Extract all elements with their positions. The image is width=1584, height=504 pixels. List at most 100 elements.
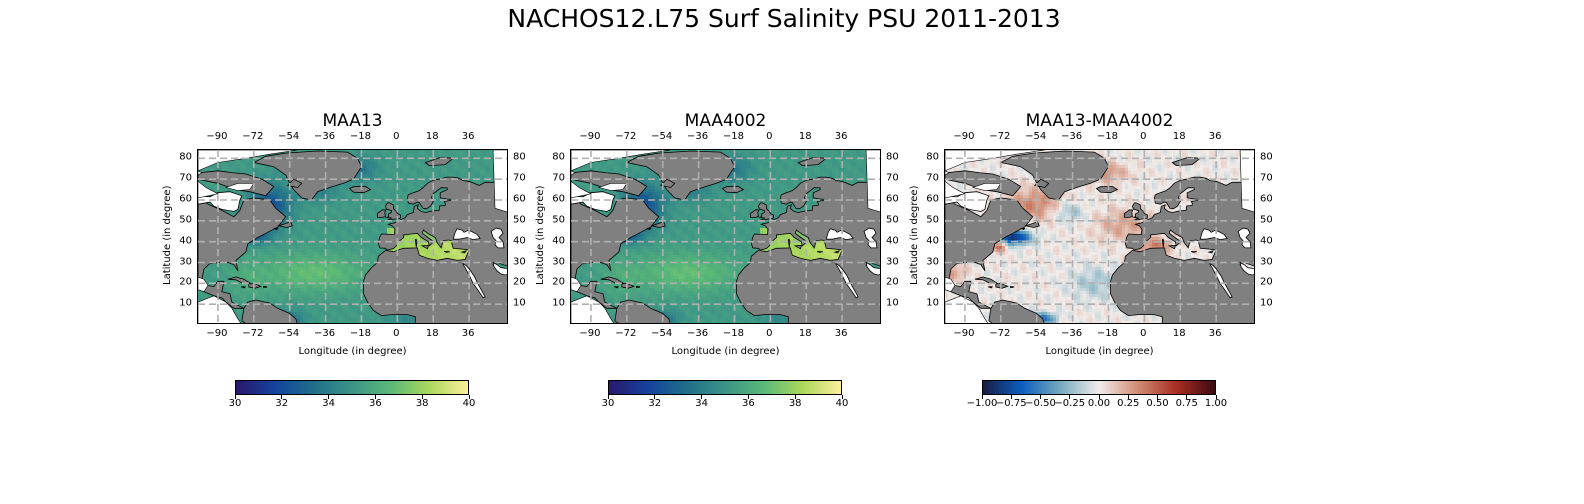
black-sea-masked: [1199, 228, 1228, 241]
colorbar-tick-mark: [1040, 395, 1041, 399]
colorbar-tick-label: 0.75: [1175, 398, 1198, 409]
island-land: [621, 283, 635, 289]
lat-tick-left: 50: [926, 214, 939, 226]
lat-tick-right: 30: [513, 256, 526, 267]
colorbar-tick-label: 30: [228, 398, 242, 409]
lon-tick-bottom: −54: [1025, 328, 1047, 339]
greenland-land: [999, 150, 1109, 201]
island-land: [1171, 156, 1202, 167]
colorbar-tick-label: 1.00: [1204, 398, 1228, 409]
lon-tick-top: 0: [1140, 131, 1147, 142]
x-axis-label: Longitude (in degree): [671, 346, 780, 357]
lat-tick-left: 40: [926, 235, 939, 247]
ireland-land: [749, 209, 760, 218]
lat-tick-right: 40: [1260, 235, 1273, 247]
island-land: [414, 238, 418, 248]
island-land: [1191, 251, 1197, 253]
colorbar-tick-mark: [981, 395, 983, 399]
lat-tick-right: 60: [886, 193, 899, 205]
colorbar-tick-mark: [841, 395, 843, 399]
lat-tick-right: 80: [1260, 151, 1273, 163]
island-land: [277, 221, 293, 228]
lat-tick-left: 20: [552, 276, 565, 288]
lat-tick-left: 80: [926, 151, 939, 163]
lat-tick-right: 70: [513, 172, 526, 184]
colorbar: [235, 380, 469, 395]
lat-tick-right: 80: [886, 151, 899, 163]
outside-domain: [224, 182, 255, 191]
lon-tick-bottom: 18: [798, 328, 812, 339]
outside-domain: [597, 182, 628, 191]
lat-tick-right: 70: [1260, 172, 1273, 184]
map-maa13[interactable]: [197, 149, 508, 324]
lat-tick-left: 10: [552, 297, 565, 309]
lat-tick-left: 70: [179, 172, 192, 184]
colorbar-tick-label: 34: [322, 398, 335, 409]
lat-tick-right: 30: [886, 256, 899, 267]
colorbar-tick-label: 30: [601, 398, 615, 409]
lon-tick-top: −18: [349, 131, 372, 142]
colorbar: [982, 380, 1216, 395]
lon-tick-top: −36: [687, 131, 709, 142]
lat-tick-right: 40: [886, 235, 899, 247]
lat-tick-left: 60: [179, 193, 192, 205]
island-land: [650, 221, 666, 228]
eurasia-africa-land: [1110, 176, 1254, 323]
outside-domain: [945, 152, 950, 176]
lon-tick-bottom: −54: [278, 328, 300, 339]
map-canvas[interactable]: [198, 150, 508, 324]
outside-domain: [945, 276, 956, 293]
map-maa4002[interactable]: [570, 149, 881, 324]
iceland-land: [348, 186, 372, 194]
lon-tick-top: −54: [651, 131, 673, 142]
lon-tick-bottom: −36: [687, 328, 709, 339]
outside-domain: [198, 295, 241, 323]
island-land: [1033, 178, 1050, 188]
x-axis-label: Longitude (in degree): [1045, 346, 1154, 357]
y-axis-label: Latitude (in degree): [535, 185, 546, 285]
persian-gulf-masked: [1239, 261, 1254, 276]
x-axis-label: Longitude (in degree): [298, 346, 407, 357]
lat-tick-right: 10: [513, 297, 526, 309]
lat-tick-right: 80: [513, 151, 526, 163]
iceland-land: [1095, 186, 1119, 194]
island-land: [646, 227, 652, 231]
lat-tick-right: 70: [886, 172, 899, 184]
eurasia-africa-land: [363, 176, 507, 323]
map-maa13-maa4002[interactable]: [944, 149, 1255, 324]
outside-domain: [571, 295, 614, 323]
lat-tick-left: 80: [179, 151, 192, 163]
lat-tick-left: 10: [926, 297, 939, 309]
ireland-land: [1123, 209, 1134, 218]
island-land: [974, 276, 999, 284]
lon-tick-bottom: −72: [615, 328, 637, 339]
island-land: [420, 244, 430, 250]
outside-domain: [198, 180, 219, 199]
island-land: [571, 170, 648, 197]
lon-tick-bottom: −72: [242, 328, 264, 339]
lon-tick-bottom: 36: [461, 328, 475, 339]
island-land: [1207, 250, 1215, 254]
lon-tick-top: 36: [461, 131, 475, 142]
island-land: [793, 244, 803, 250]
caspian-sea-masked: [1237, 227, 1252, 249]
lon-tick-bottom: 36: [834, 328, 848, 339]
island-land: [198, 170, 275, 197]
map-canvas[interactable]: [571, 150, 881, 324]
lon-tick-bottom: −90: [579, 328, 601, 339]
colorbar-tick-mark: [794, 395, 796, 399]
caspian-sea-masked: [490, 227, 505, 249]
island-land: [787, 238, 791, 248]
lat-tick-left: 40: [179, 235, 192, 247]
lon-tick-top: 0: [766, 131, 773, 142]
colorbar-tick-label: −1.00: [966, 398, 998, 409]
map-canvas[interactable]: [945, 150, 1255, 324]
colorbar-tick-mark: [654, 395, 656, 399]
lat-tick-left: 50: [179, 214, 192, 226]
island-land: [659, 178, 676, 188]
island-land: [227, 276, 252, 284]
lat-tick-right: 40: [513, 235, 526, 247]
colorbar-tick-mark: [747, 395, 749, 399]
hudson-bay-masked: [198, 191, 243, 212]
hudson-bay-masked: [945, 191, 990, 212]
